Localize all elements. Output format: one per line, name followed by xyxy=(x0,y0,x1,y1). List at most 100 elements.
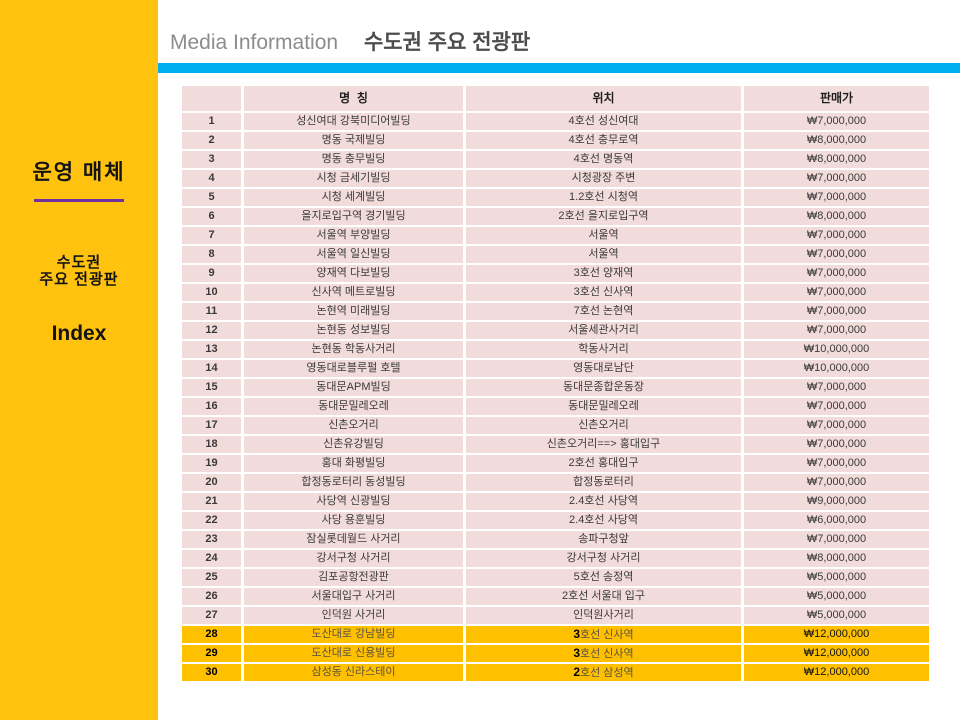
row-number-cell: 16 xyxy=(179,396,244,417)
row-name-cell: 사당역 신광빌딩 xyxy=(241,491,466,512)
table-row: 3 명동 충무빌딩 4호선 명동역 ₩8,000,000 xyxy=(179,149,932,170)
row-name-cell: 합정동로터리 동성빌딩 xyxy=(241,472,466,493)
row-number-cell: 5 xyxy=(179,187,244,208)
row-number-cell: 19 xyxy=(179,453,244,474)
table-row: 15 동대문APM빌딩 동대문종합운동장 ₩7,000,000 xyxy=(179,377,932,398)
row-name-cell: 논현동 성보빌딩 xyxy=(241,320,466,341)
row-price-cell: ₩5,000,000 xyxy=(741,567,932,588)
row-location-cell: 3호선 신사역 xyxy=(463,282,744,303)
row-name-cell: 시청 세계빌딩 xyxy=(241,187,466,208)
row-price-cell: ₩8,000,000 xyxy=(741,149,932,170)
row-location-text: 호선 삼성역 xyxy=(580,666,634,679)
row-location-cell: 합정동로터리 xyxy=(463,472,744,493)
row-location-cell: 동대문밀레오레 xyxy=(463,396,744,417)
row-number-cell: 8 xyxy=(179,244,244,265)
row-name-cell: 서울역 부양빌딩 xyxy=(241,225,466,246)
row-location-cell: 송파구청앞 xyxy=(463,529,744,550)
table-row: 6 을지로입구역 경기빌딩 2호선 을지로입구역 ₩8,000,000 xyxy=(179,206,932,227)
table-row: 10 신사역 메트로빌딩 3호선 신사역 ₩7,000,000 xyxy=(179,282,932,303)
row-location-line-number: 2 xyxy=(573,664,581,679)
table-row: 9 양재역 다보빌딩 3호선 양재역 ₩7,000,000 xyxy=(179,263,932,284)
row-name-cell: 신사역 메트로빌딩 xyxy=(241,282,466,303)
row-name-cell: 논현역 미래빌딩 xyxy=(241,301,466,322)
row-number-cell: 11 xyxy=(179,301,244,322)
table-row-highlighted: 28 도산대로 강남빌딩 3호선 신사역 ₩12,000,000 xyxy=(179,624,932,645)
row-number-cell: 28 xyxy=(179,624,244,645)
row-name-cell: 성신여대 강북미디어빌딩 xyxy=(241,111,466,132)
table-row: 4 시청 금세기빌딩 시청광장 주변 ₩7,000,000 xyxy=(179,168,932,189)
row-number-cell: 22 xyxy=(179,510,244,531)
row-price-cell: ₩7,000,000 xyxy=(741,263,932,284)
row-name-cell: 도산대로 신용빌딩 xyxy=(241,643,466,664)
column-header-price: 판매가 xyxy=(741,84,932,113)
row-number-cell: 29 xyxy=(179,643,244,664)
table-row: 22 사당 용훈빌딩 2.4호선 사당역 ₩6,000,000 xyxy=(179,510,932,531)
billboard-table: 명 칭 위치 판매가 1 성신여대 강북미디어빌딩 4호선 성신여대 ₩7,000,0… xyxy=(179,84,932,683)
row-name-cell: 사당 용훈빌딩 xyxy=(241,510,466,531)
row-number-cell: 10 xyxy=(179,282,244,303)
sidebar-subtitle-line2: 주요 전광판 xyxy=(39,271,119,288)
row-price-cell: ₩12,000,000 xyxy=(741,662,932,683)
row-location-cell: 2호선 을지로입구역 xyxy=(463,206,744,227)
row-number-cell: 2 xyxy=(179,130,244,151)
row-name-cell: 을지로입구역 경기빌딩 xyxy=(241,206,466,227)
row-name-cell: 신촌유강빌딩 xyxy=(241,434,466,455)
row-number-cell: 25 xyxy=(179,567,244,588)
row-number-cell: 20 xyxy=(179,472,244,493)
row-location-cell: 2호선 홍대입구 xyxy=(463,453,744,474)
column-header-name: 명 칭 xyxy=(241,84,466,113)
page-title-english: Media Information xyxy=(170,31,339,54)
row-price-cell: ₩7,000,000 xyxy=(741,472,932,493)
row-number-cell: 24 xyxy=(179,548,244,569)
table-row: 26 서울대입구 사거리 2호선 서울대 입구 ₩5,000,000 xyxy=(179,586,932,607)
row-name-cell: 명동 충무빌딩 xyxy=(241,149,466,170)
row-price-cell: ₩7,000,000 xyxy=(741,168,932,189)
table-row: 11 논현역 미래빌딩 7호선 논현역 ₩7,000,000 xyxy=(179,301,932,322)
row-price-cell: ₩7,000,000 xyxy=(741,282,932,303)
row-number-cell: 4 xyxy=(179,168,244,189)
row-name-cell: 동대문APM빌딩 xyxy=(241,377,466,398)
row-location-cell: 강서구청 사거리 xyxy=(463,548,744,569)
table-row-highlighted: 30 삼성동 신라스테이 2호선 삼성역 ₩12,000,000 xyxy=(179,662,932,683)
row-location-cell: 3호선 신사역 xyxy=(463,643,744,664)
row-number-cell: 21 xyxy=(179,491,244,512)
row-name-cell: 도산대로 강남빌딩 xyxy=(241,624,466,645)
row-number-cell: 30 xyxy=(179,662,244,683)
row-location-text: 호선 신사역 xyxy=(580,647,634,660)
row-name-cell: 인덕원 사거리 xyxy=(241,605,466,626)
row-number-cell: 27 xyxy=(179,605,244,626)
row-price-cell: ₩12,000,000 xyxy=(741,624,932,645)
row-location-cell: 시청광장 주변 xyxy=(463,168,744,189)
row-number-cell: 26 xyxy=(179,586,244,607)
row-price-cell: ₩7,000,000 xyxy=(741,320,932,341)
table-row: 8 서울역 일신빌딩 서울역 ₩7,000,000 xyxy=(179,244,932,265)
row-location-text: 호선 신사역 xyxy=(580,628,634,641)
row-location-cell: 4호선 충무로역 xyxy=(463,130,744,151)
row-location-cell: 4호선 명동역 xyxy=(463,149,744,170)
row-price-cell: ₩12,000,000 xyxy=(741,643,932,664)
column-header-index xyxy=(179,84,244,113)
table-row: 24 강서구청 사거리 강서구청 사거리 ₩8,000,000 xyxy=(179,548,932,569)
row-name-cell: 양재역 다보빌딩 xyxy=(241,263,466,284)
row-name-cell: 명동 국제빌딩 xyxy=(241,130,466,151)
row-number-cell: 7 xyxy=(179,225,244,246)
row-location-cell: 신촌오거리 xyxy=(463,415,744,436)
table-row: 20 합정동로터리 동성빌딩 합정동로터리 ₩7,000,000 xyxy=(179,472,932,493)
row-location-cell: 3호선 신사역 xyxy=(463,624,744,645)
row-number-cell: 15 xyxy=(179,377,244,398)
table-row: 23 잠실롯데월드 사거리 송파구청앞 ₩7,000,000 xyxy=(179,529,932,550)
row-price-cell: ₩8,000,000 xyxy=(741,206,932,227)
page-title: Media Information 수도권 주요 전광판 xyxy=(170,26,530,56)
row-name-cell: 동대문밀레오레 xyxy=(241,396,466,417)
row-location-cell: 서울세관사거리 xyxy=(463,320,744,341)
row-location-cell: 5호선 송정역 xyxy=(463,567,744,588)
row-location-line-number: 3 xyxy=(573,645,581,660)
row-price-cell: ₩7,000,000 xyxy=(741,396,932,417)
table-row: 5 시청 세계빌딩 1.2호선 시청역 ₩7,000,000 xyxy=(179,187,932,208)
row-price-cell: ₩10,000,000 xyxy=(741,358,932,379)
row-number-cell: 23 xyxy=(179,529,244,550)
row-number-cell: 12 xyxy=(179,320,244,341)
row-name-cell: 홍대 화평빌딩 xyxy=(241,453,466,474)
row-price-cell: ₩7,000,000 xyxy=(741,453,932,474)
row-name-cell: 영동대로블루펄 호텔 xyxy=(241,358,466,379)
